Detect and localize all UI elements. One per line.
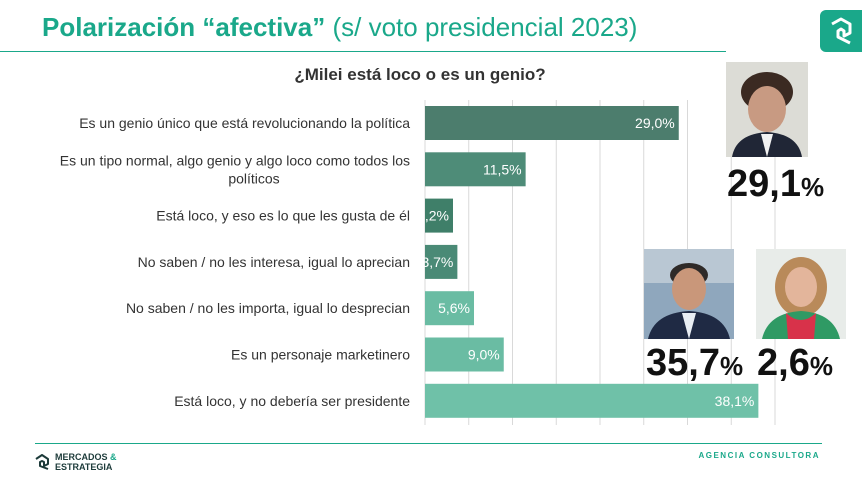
candidate-1-percent-sign: %	[800, 172, 825, 202]
candidate-1-percent: 29,1%	[727, 163, 824, 206]
bar-value-label-2: 11,5%	[483, 161, 522, 177]
brand-ampersand: &	[110, 452, 117, 462]
candidate-2-percent: 35,7%	[646, 342, 743, 385]
brand-mark-icon	[35, 454, 49, 470]
page-title-bold: Polarización “afectiva”	[42, 12, 326, 42]
agency-label: AGENCIA CONSULTORA	[698, 451, 820, 460]
brand-logo-icon	[820, 10, 862, 52]
bar-value-label-7: 38,1%	[715, 393, 755, 409]
page-title-rest: (s/ voto presidencial 2023)	[332, 12, 638, 42]
chart-title-text: ¿Milei está loco o es un genio?	[294, 65, 546, 84]
bar-value-label-4: 3,7%	[421, 254, 453, 270]
bar-2	[425, 152, 526, 187]
bar-4	[425, 244, 458, 279]
bar-3	[425, 198, 453, 233]
category-label-5: No saben / no les importa, igual lo desp…	[126, 300, 410, 316]
bar-value-label-5: 5,6%	[438, 300, 470, 316]
candidate-photo-1	[726, 62, 808, 157]
bar-value-label-3: 3,2%	[417, 208, 449, 224]
page-title: Polarización “afectiva” (s/ voto preside…	[42, 12, 637, 43]
chart-title: ¿Milei está loco o es un genio?	[0, 65, 862, 85]
candidate-1-percent-number: 29,1	[727, 163, 801, 205]
category-label-6: Es un personaje marketinero	[231, 347, 410, 363]
footer-divider	[35, 443, 822, 444]
brand-line-1: MERCADOS	[55, 452, 108, 462]
candidate-photo-2	[644, 249, 734, 339]
brand-footer: MERCADOS & ESTRATEGIA	[35, 452, 117, 472]
candidate-3-percent-number: 2,6	[757, 342, 810, 384]
bar-6	[425, 337, 504, 372]
brand-line-2: ESTRATEGIA	[55, 462, 113, 472]
category-label-4: No saben / no les interesa, igual lo apr…	[138, 254, 410, 270]
bar-5	[425, 291, 474, 326]
bar-7	[425, 383, 759, 418]
candidate-2-percent-sign: %	[719, 351, 744, 381]
bar-value-label-6: 9,0%	[468, 347, 500, 363]
candidate-2-percent-number: 35,7	[646, 342, 720, 384]
category-label-7: Está loco, y no debería ser presidente	[174, 393, 410, 409]
title-divider	[0, 51, 726, 52]
category-label-3: Está loco, y eso es lo que les gusta de …	[156, 208, 410, 224]
bar-value-label-1: 29,0%	[635, 115, 675, 131]
category-label-1: Es un genio único que está revolucionand…	[79, 115, 410, 131]
bar-chart: 29,0% Es un genio único que está revoluci…	[60, 100, 776, 425]
bar-1	[425, 106, 679, 140]
category-label-2: Es un tipo normal, algo genio y algo loc…	[60, 152, 410, 186]
candidate-3-percent-sign: %	[809, 351, 833, 381]
candidate-photo-3	[756, 249, 846, 339]
candidate-3-percent: 2,6%	[757, 342, 833, 385]
